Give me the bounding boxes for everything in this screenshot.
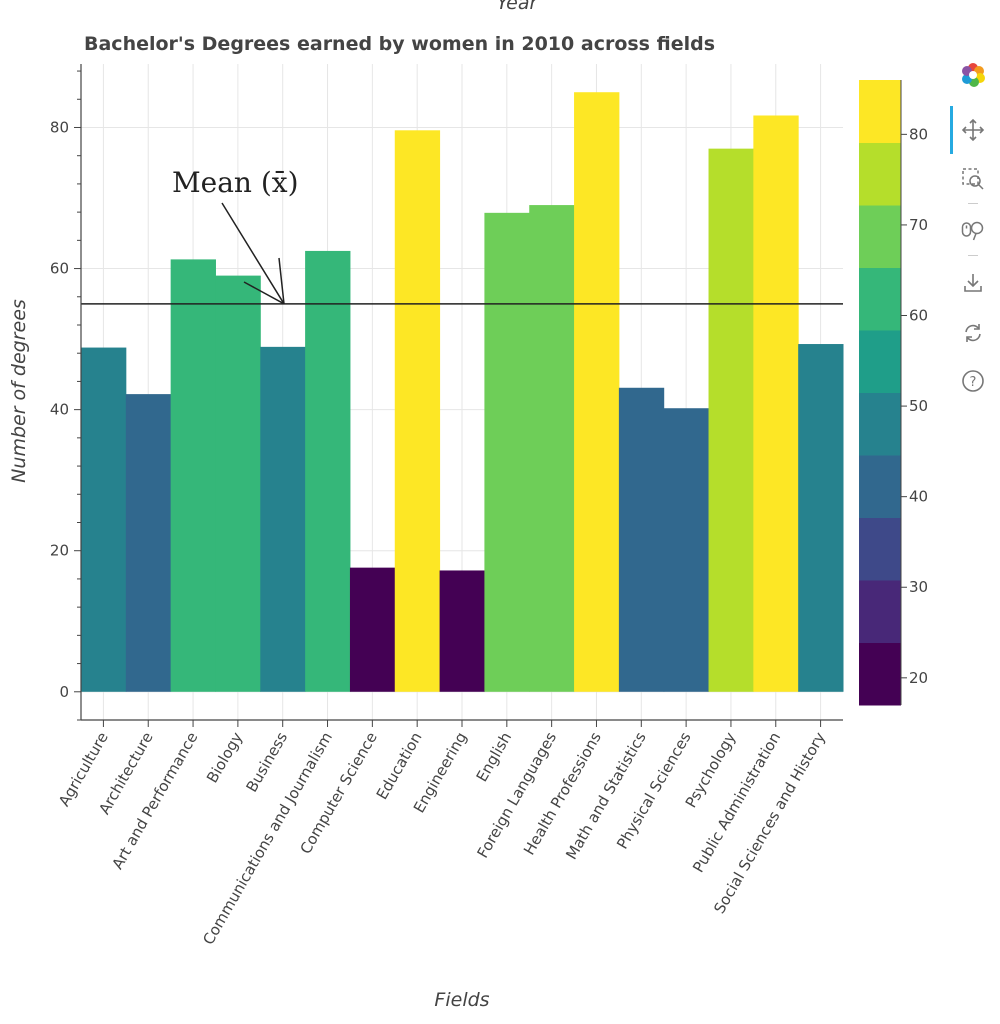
bar bbox=[125, 394, 172, 692]
box-zoom-icon[interactable] bbox=[958, 164, 988, 194]
y-tick-label: 80 bbox=[50, 118, 69, 136]
bar bbox=[618, 387, 665, 692]
bar bbox=[215, 275, 261, 692]
y-tick-label: 60 bbox=[50, 260, 69, 278]
mean-annotation-arrow bbox=[221, 202, 285, 305]
colorbar-bin bbox=[859, 80, 901, 143]
colorbar-bin bbox=[859, 517, 901, 581]
colorbar-bin bbox=[859, 205, 901, 268]
bar bbox=[260, 346, 306, 692]
help-icon[interactable]: ? bbox=[958, 366, 988, 396]
y-axis-label: Number of degrees bbox=[8, 299, 30, 483]
pan-icon[interactable] bbox=[958, 115, 988, 145]
colorbar-tick-label: 70 bbox=[909, 216, 928, 234]
bars bbox=[81, 92, 844, 692]
colorbar-tick-label: 50 bbox=[909, 397, 928, 415]
x-tick-label: Foreign Languages bbox=[473, 729, 560, 861]
colorbar-bin bbox=[859, 330, 901, 393]
bar bbox=[529, 205, 575, 692]
toolbar-separator bbox=[968, 255, 978, 256]
x-tick-label: Math and Statistics bbox=[562, 729, 650, 863]
x-tick-label: Art and Performance bbox=[108, 729, 201, 872]
reset-icon[interactable] bbox=[958, 318, 988, 348]
colorbar-bin bbox=[859, 142, 901, 206]
top-partial-label: Year bbox=[497, 0, 539, 14]
colorbar-tick-label: 40 bbox=[909, 488, 928, 506]
x-tick-label: Public Administration bbox=[689, 729, 784, 876]
colorbar-tick-label: 30 bbox=[909, 578, 928, 596]
bokeh-logo-icon[interactable] bbox=[958, 60, 988, 90]
x-tick-label: Biology bbox=[203, 729, 246, 786]
bar bbox=[798, 344, 844, 692]
bar bbox=[170, 259, 216, 692]
bar bbox=[484, 212, 530, 692]
x-tick-label: English bbox=[473, 729, 516, 785]
bar bbox=[394, 130, 441, 692]
toolbar-separator bbox=[968, 203, 978, 204]
bar bbox=[753, 115, 799, 692]
bar bbox=[305, 250, 351, 692]
colorbar-tick-label: 80 bbox=[909, 125, 928, 143]
mean-annotation: Mean (x̄) bbox=[172, 166, 299, 305]
save-icon[interactable] bbox=[958, 268, 988, 298]
colorbar-bin bbox=[859, 267, 901, 331]
wheel-zoom-icon[interactable] bbox=[958, 216, 988, 246]
y-tick-label: 20 bbox=[50, 542, 69, 560]
bar bbox=[708, 148, 754, 692]
colorbar-tick-label: 20 bbox=[909, 669, 928, 687]
y-tick-label: 0 bbox=[59, 683, 69, 701]
colorbar-tick-label: 60 bbox=[909, 307, 928, 325]
x-tick-label: Business bbox=[243, 729, 292, 795]
x-axis-label: Fields bbox=[434, 989, 489, 1011]
mean-annotation-text: Mean (x̄) bbox=[172, 166, 299, 199]
bar bbox=[81, 347, 127, 692]
svg-text:?: ? bbox=[970, 375, 977, 390]
bar bbox=[663, 408, 710, 692]
y-axis-ticks: 0 20 40 60 80 bbox=[50, 70, 81, 721]
active-tool-indicator bbox=[950, 106, 953, 154]
colorbar-bin bbox=[859, 455, 901, 518]
chart-title: Bachelor's Degrees earned by women in 20… bbox=[84, 33, 715, 55]
bar bbox=[574, 92, 620, 692]
colorbar-bin bbox=[859, 392, 901, 456]
y-tick-label: 40 bbox=[50, 401, 69, 419]
toolbar: ? bbox=[950, 58, 996, 408]
bar bbox=[439, 570, 485, 692]
bar bbox=[349, 567, 396, 692]
colorbar: 20 30 40 50 60 70 80 bbox=[859, 80, 928, 706]
colorbar-bin bbox=[859, 642, 901, 706]
colorbar-bin bbox=[859, 580, 901, 643]
